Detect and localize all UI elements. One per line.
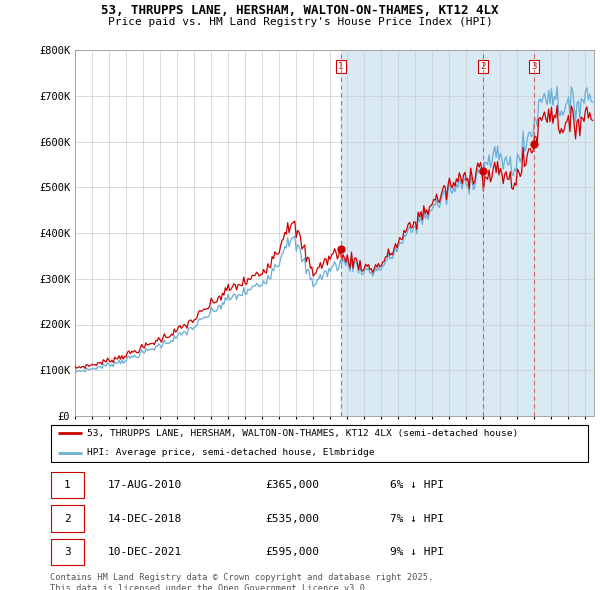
Text: 3: 3 [64,547,71,557]
FancyBboxPatch shape [51,472,85,499]
Text: 14-DEC-2018: 14-DEC-2018 [108,514,182,523]
Text: 7% ↓ HPI: 7% ↓ HPI [390,514,444,523]
Text: 6% ↓ HPI: 6% ↓ HPI [390,480,444,490]
Text: 9% ↓ HPI: 9% ↓ HPI [390,547,444,557]
Text: 17-AUG-2010: 17-AUG-2010 [108,480,182,490]
Text: 2: 2 [64,514,71,523]
Text: 1: 1 [64,480,71,490]
Text: 2: 2 [480,62,485,71]
Text: 1: 1 [338,62,344,71]
Text: 10-DEC-2021: 10-DEC-2021 [108,547,182,557]
FancyBboxPatch shape [51,506,85,532]
Text: £595,000: £595,000 [265,547,319,557]
Bar [341,50,594,416]
Text: Price paid vs. HM Land Registry's House Price Index (HPI): Price paid vs. HM Land Registry's House … [107,17,493,27]
Text: HPI: Average price, semi-detached house, Elmbridge: HPI: Average price, semi-detached house,… [87,448,374,457]
FancyBboxPatch shape [51,539,85,565]
Text: 53, THRUPPS LANE, HERSHAM, WALTON-ON-THAMES, KT12 4LX: 53, THRUPPS LANE, HERSHAM, WALTON-ON-THA… [101,4,499,17]
Text: Contains HM Land Registry data © Crown copyright and database right 2025.
This d: Contains HM Land Registry data © Crown c… [50,573,433,590]
Text: 53, THRUPPS LANE, HERSHAM, WALTON-ON-THAMES, KT12 4LX (semi-detached house): 53, THRUPPS LANE, HERSHAM, WALTON-ON-THA… [87,429,518,438]
FancyBboxPatch shape [51,425,588,461]
Text: £535,000: £535,000 [265,514,319,523]
Text: 3: 3 [531,62,536,71]
Text: £365,000: £365,000 [265,480,319,490]
